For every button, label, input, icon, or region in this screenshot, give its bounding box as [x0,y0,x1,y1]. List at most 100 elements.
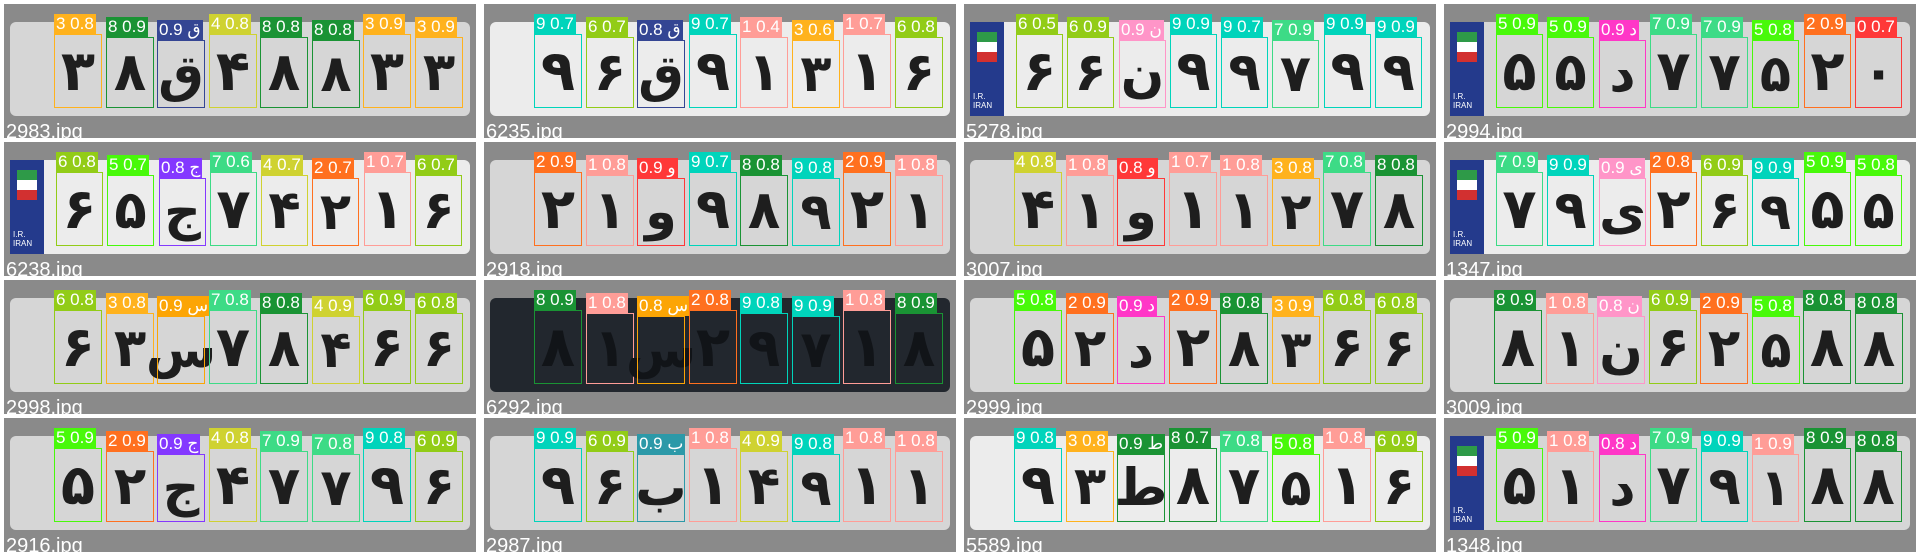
plate-character: ۲ [1656,176,1691,242]
detection-label: 8 0.8 [1220,293,1262,313]
image-filename: 2987.jpg [486,535,563,552]
bounding-box [1375,313,1423,384]
license-plate [970,160,1430,254]
flag-icon [1457,32,1477,62]
detection-label: 7 0.8 [312,434,354,454]
plate-character: ۹ [540,38,576,104]
plate-character: ۶ [62,176,97,242]
bounding-box [586,37,634,108]
plate-character: ۸ [1809,314,1845,380]
plate-character: ۸ [902,318,936,379]
plate-character: ۸ [1862,456,1895,517]
flag-icon [977,32,997,62]
license-plate [10,298,470,392]
bounding-box [689,172,737,246]
plate-character: ۵ [1759,44,1792,104]
detection-label: 3 0.8 [54,14,96,34]
bounding-box [1117,454,1165,522]
flag-icon [17,170,37,200]
detection-label: 8 0.8 [260,293,302,313]
bounding-box [689,448,737,522]
bounding-box [1272,178,1320,246]
plate-character: ۹ [695,38,731,104]
bounding-box [107,175,154,246]
detection-label: 9 0.8 [363,428,405,448]
license-plate [490,436,950,530]
bounding-box [1650,448,1697,522]
plate-character: ۹ [1708,456,1741,517]
bounding-box [792,454,840,522]
plate-character: ۸ [747,180,781,241]
detection-label: 6 0.8 [56,152,98,172]
plate-character: ۹ [1330,38,1365,104]
image-filename: 2999.jpg [966,397,1043,414]
detection-label: 5 0.9 [1496,14,1538,34]
plate-character: ۸ [267,318,301,379]
detection-label: ج 0.8 [159,158,203,178]
bounding-box [1546,313,1594,384]
bounding-box [1119,40,1166,108]
bounding-box [1496,448,1543,522]
detection-label: 1 0.4 [740,17,782,37]
detection-label: 8 0.8 [740,155,782,175]
plate-character: ۷ [1656,38,1691,104]
detection-label: 9 0.9 [1375,17,1417,37]
plate-character: ۲ [849,176,885,242]
detection-label: 9 0.9 [1547,155,1589,175]
detection-label: 5 0.8 [1272,434,1314,454]
detection-label: 9 0.8 [740,293,782,313]
plate-character: ۶ [1382,318,1416,379]
plate-character: ۸ [540,314,576,380]
image-filename: 2983.jpg [6,121,83,138]
license-plate [1450,436,1910,530]
detection-label: و 0.8 [1117,158,1158,178]
result-tile: ۹ 9 0.9 ۶ 6 0.9 ب ب 0.9 ۱ 1 0.8 ۴ 4 0.9 ۹ 9 0.8 ۱ 1 0… [484,418,956,552]
image-filename: 5278.jpg [966,121,1043,138]
detection-label: 8 0.8 [1375,155,1417,175]
detection-label: 6 0.8 [895,17,937,37]
flag-caption: I.R. IRAN [1453,92,1473,110]
bounding-box [1220,451,1268,522]
plate-character: ۷ [1227,456,1261,517]
plate-character: ۶ [593,42,627,103]
license-plate [970,22,1430,116]
bounding-box [586,451,634,522]
detection-label: 6 0.9 [1067,17,1109,37]
bounding-box [106,313,154,384]
plate-character: د [1609,44,1636,104]
image-filename: 3009.jpg [1446,397,1523,414]
detection-label: 7 0.8 [209,290,251,310]
plate-character: ق [638,44,684,104]
detection-label: 5 0.9 [1547,17,1589,37]
bounding-box [1701,451,1748,522]
bounding-box [895,313,943,384]
bounding-box [1221,37,1268,108]
license-plate [970,298,1430,392]
detection-label: و 0.9 [637,158,678,178]
detection-label: 4 0.8 [209,428,251,448]
detection-label: 1 0.7 [843,14,885,34]
bounding-box [1324,34,1371,108]
bounding-box [1375,175,1423,246]
detection-label: 5 0.8 [1014,290,1056,310]
bounding-box [54,310,102,384]
detection-label: 2 0.9 [843,152,885,172]
plate-character: ۶ [902,42,936,103]
plate-character: ۹ [1020,452,1056,518]
plate-character: ۵ [1554,42,1587,103]
plate-character: ی [1599,182,1646,242]
bounding-box [895,37,943,108]
plate-character: و [645,182,677,242]
result-tile: ۵ 5 0.9 ۲ 2 0.9 ج ج 0.9 ۴ 4 0.8 ۷ 7 0.9 ۷ 7 0.8 ۹ 9 0… [4,418,476,552]
detection-label: 8 0.9 [106,17,148,37]
detection-label: 1 0.8 [586,155,628,175]
detection-label: ی 0.9 [1599,158,1645,178]
plate-character: ۸ [1175,452,1211,518]
result-tile: ۴ 4 0.8 ۱ 1 0.8 و و 0.8 ۱ 1 0.7 ۱ 1 0.8 ۲ 3 0.8 ۷ 7 0… [964,142,1436,276]
bounding-box [312,40,360,108]
bounding-box [363,448,411,522]
plate-character: ۶ [1655,314,1691,380]
detection-label: 6 0.9 [586,431,628,451]
plate-character: ۷ [216,176,251,242]
